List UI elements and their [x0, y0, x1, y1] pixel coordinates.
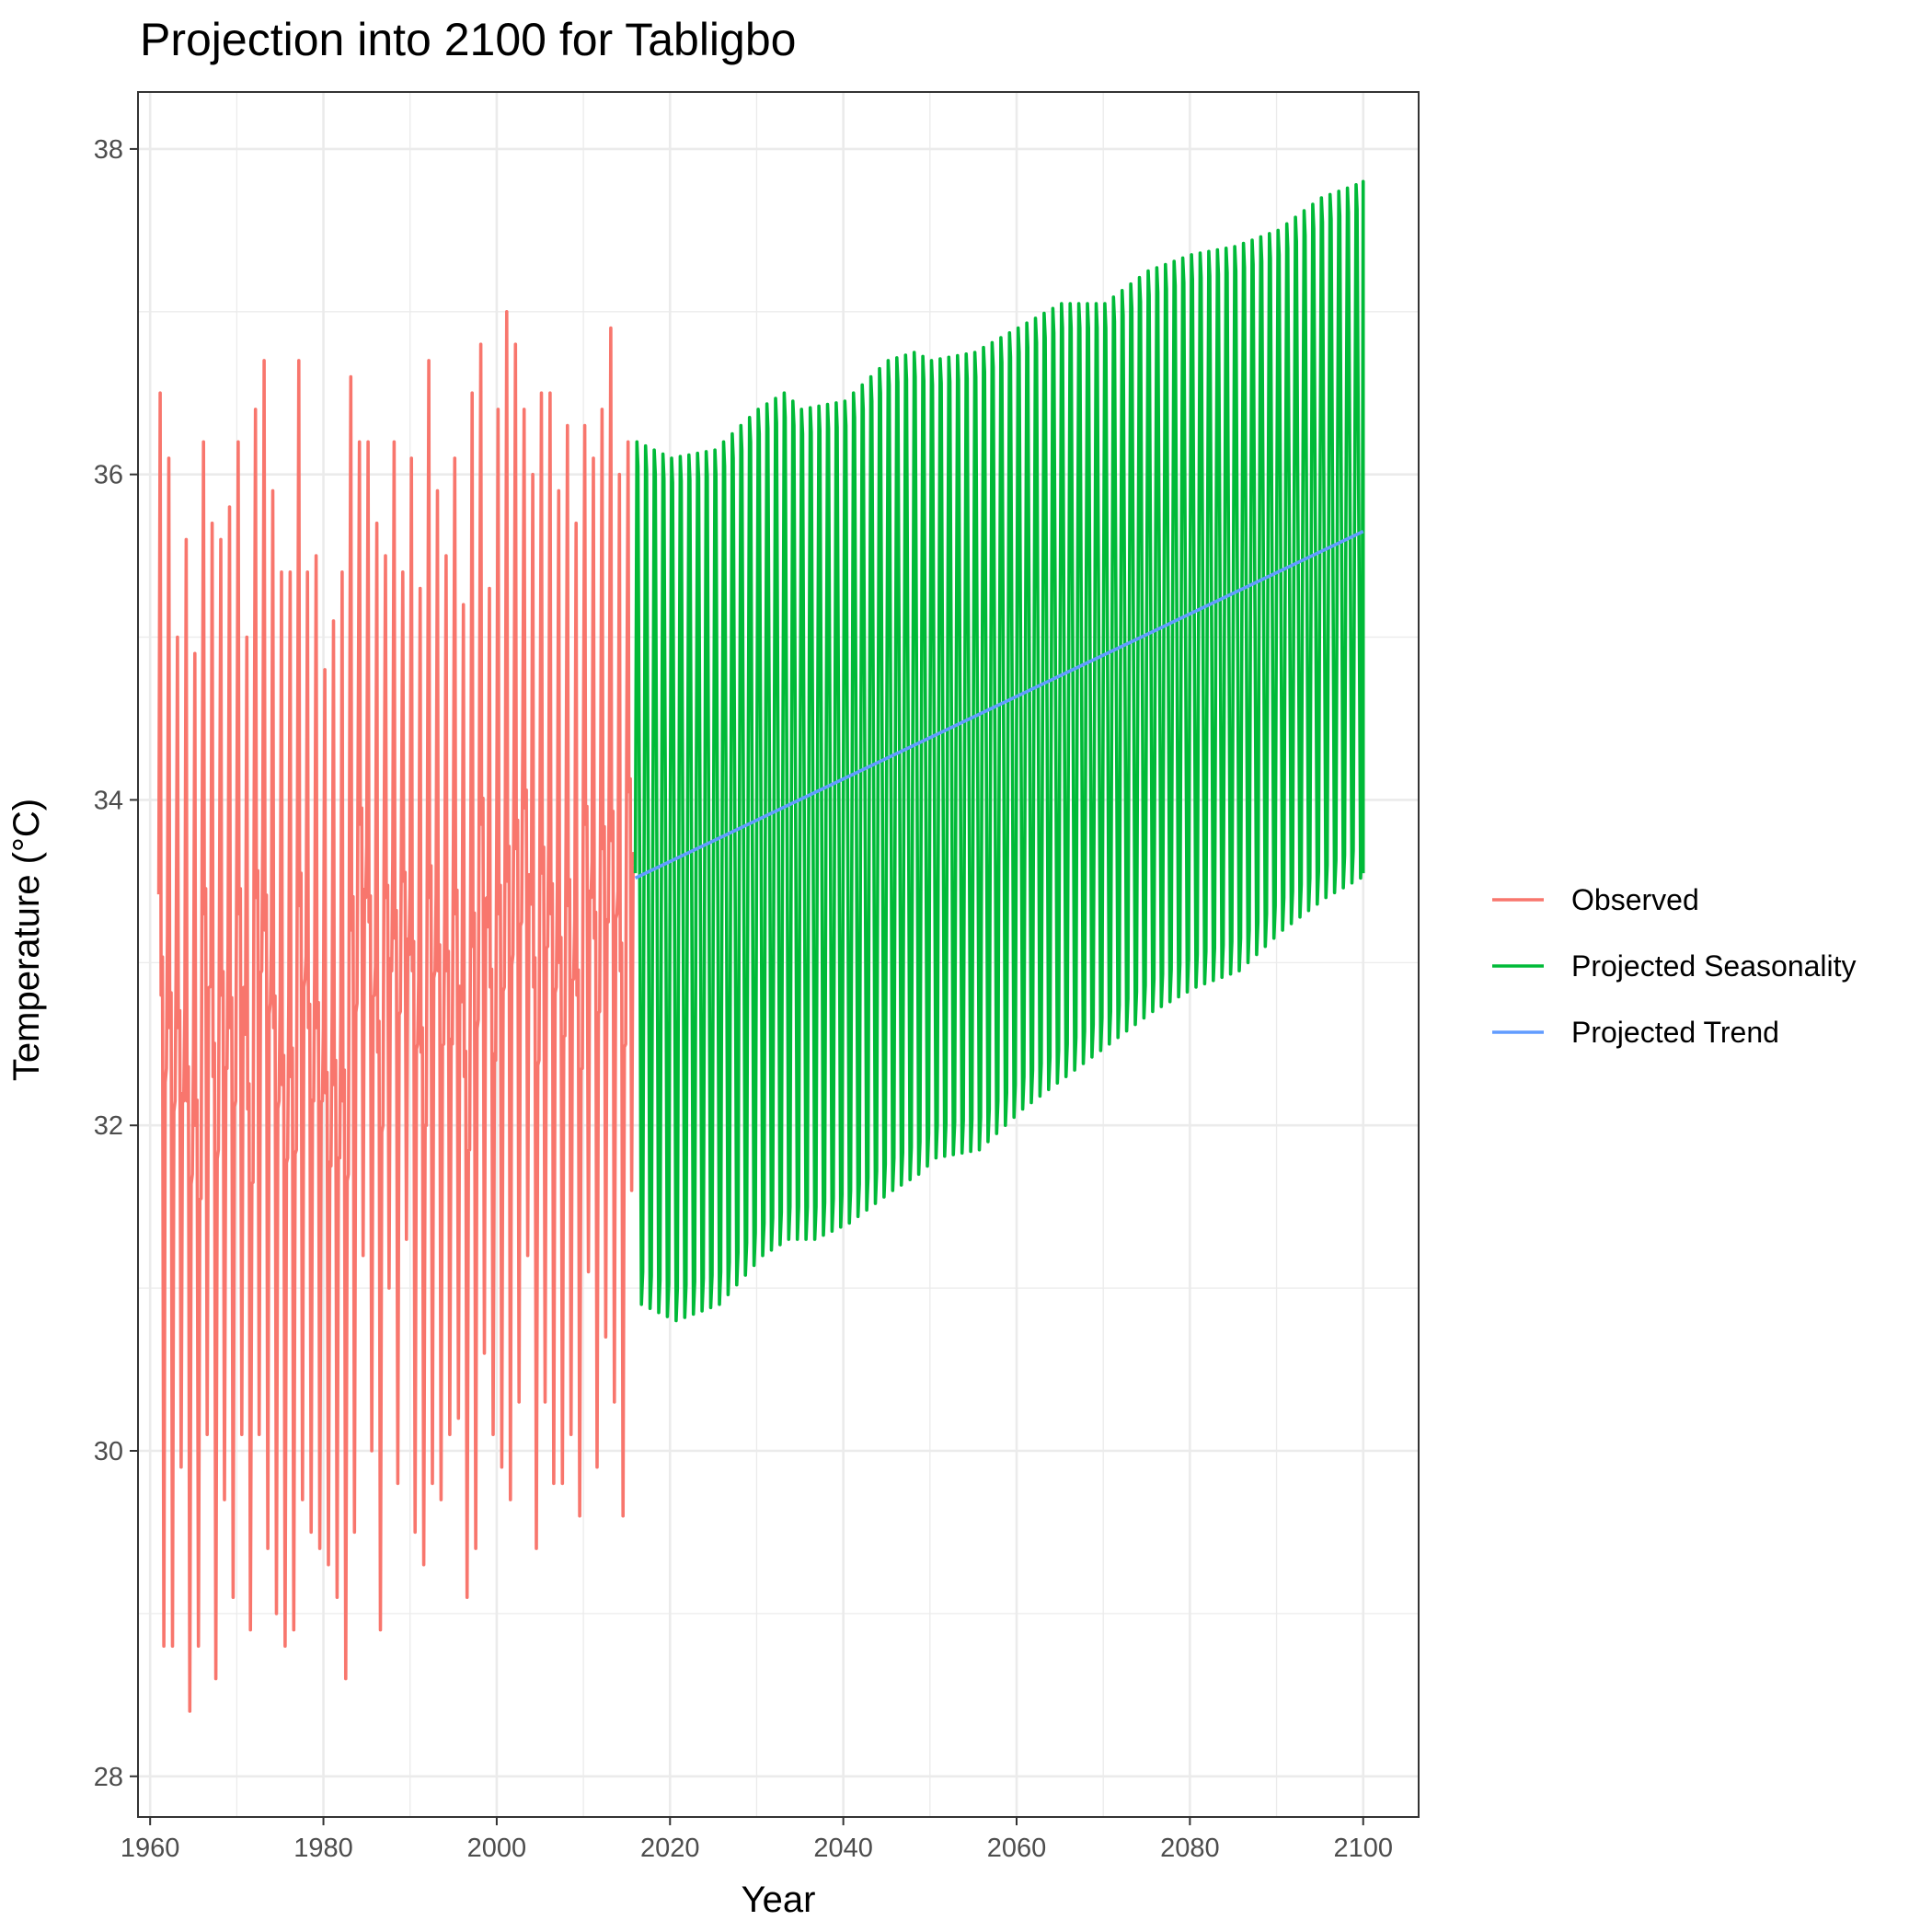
y-tick-label: 34 — [94, 786, 123, 815]
x-tick-label: 2040 — [813, 1834, 873, 1863]
legend: Observed Projected Seasonality Projected T… — [1492, 883, 1857, 1049]
y-tick-label: 28 — [94, 1763, 123, 1792]
y-tick-label: 38 — [94, 135, 123, 165]
axes: 1960 1980 2000 2020 2040 2060 2080 2100 28 30 32 34… — [94, 135, 1393, 1863]
plot-series — [156, 179, 1365, 1713]
x-tick-label: 2100 — [1333, 1834, 1393, 1863]
legend-label-projected-trend: Projected Trend — [1571, 1016, 1779, 1049]
legend-label-observed: Observed — [1571, 883, 1699, 916]
x-tick-label: 1980 — [293, 1834, 353, 1863]
x-tick-label: 2060 — [987, 1834, 1047, 1863]
x-tick-label: 2080 — [1160, 1834, 1220, 1863]
legend-label-projected-seasonality: Projected Seasonality — [1571, 949, 1857, 983]
y-axis-title: Temperature (°C) — [6, 799, 47, 1081]
y-tick-label: 36 — [94, 461, 123, 490]
observed-series-line — [156, 310, 637, 1713]
x-axis-title: Year — [742, 1880, 816, 1920]
x-tick-label: 2020 — [640, 1834, 700, 1863]
y-tick-label: 30 — [94, 1437, 123, 1466]
panel-border — [137, 91, 1420, 1818]
projected-seasonality-line — [633, 179, 1365, 1323]
y-tick-label: 32 — [94, 1111, 123, 1141]
projected-trend-line — [634, 529, 1364, 880]
chart-title: Projection into 2100 for Tabligbo — [140, 14, 797, 65]
x-tick-label: 1960 — [121, 1834, 180, 1863]
x-tick-label: 2000 — [467, 1834, 527, 1863]
